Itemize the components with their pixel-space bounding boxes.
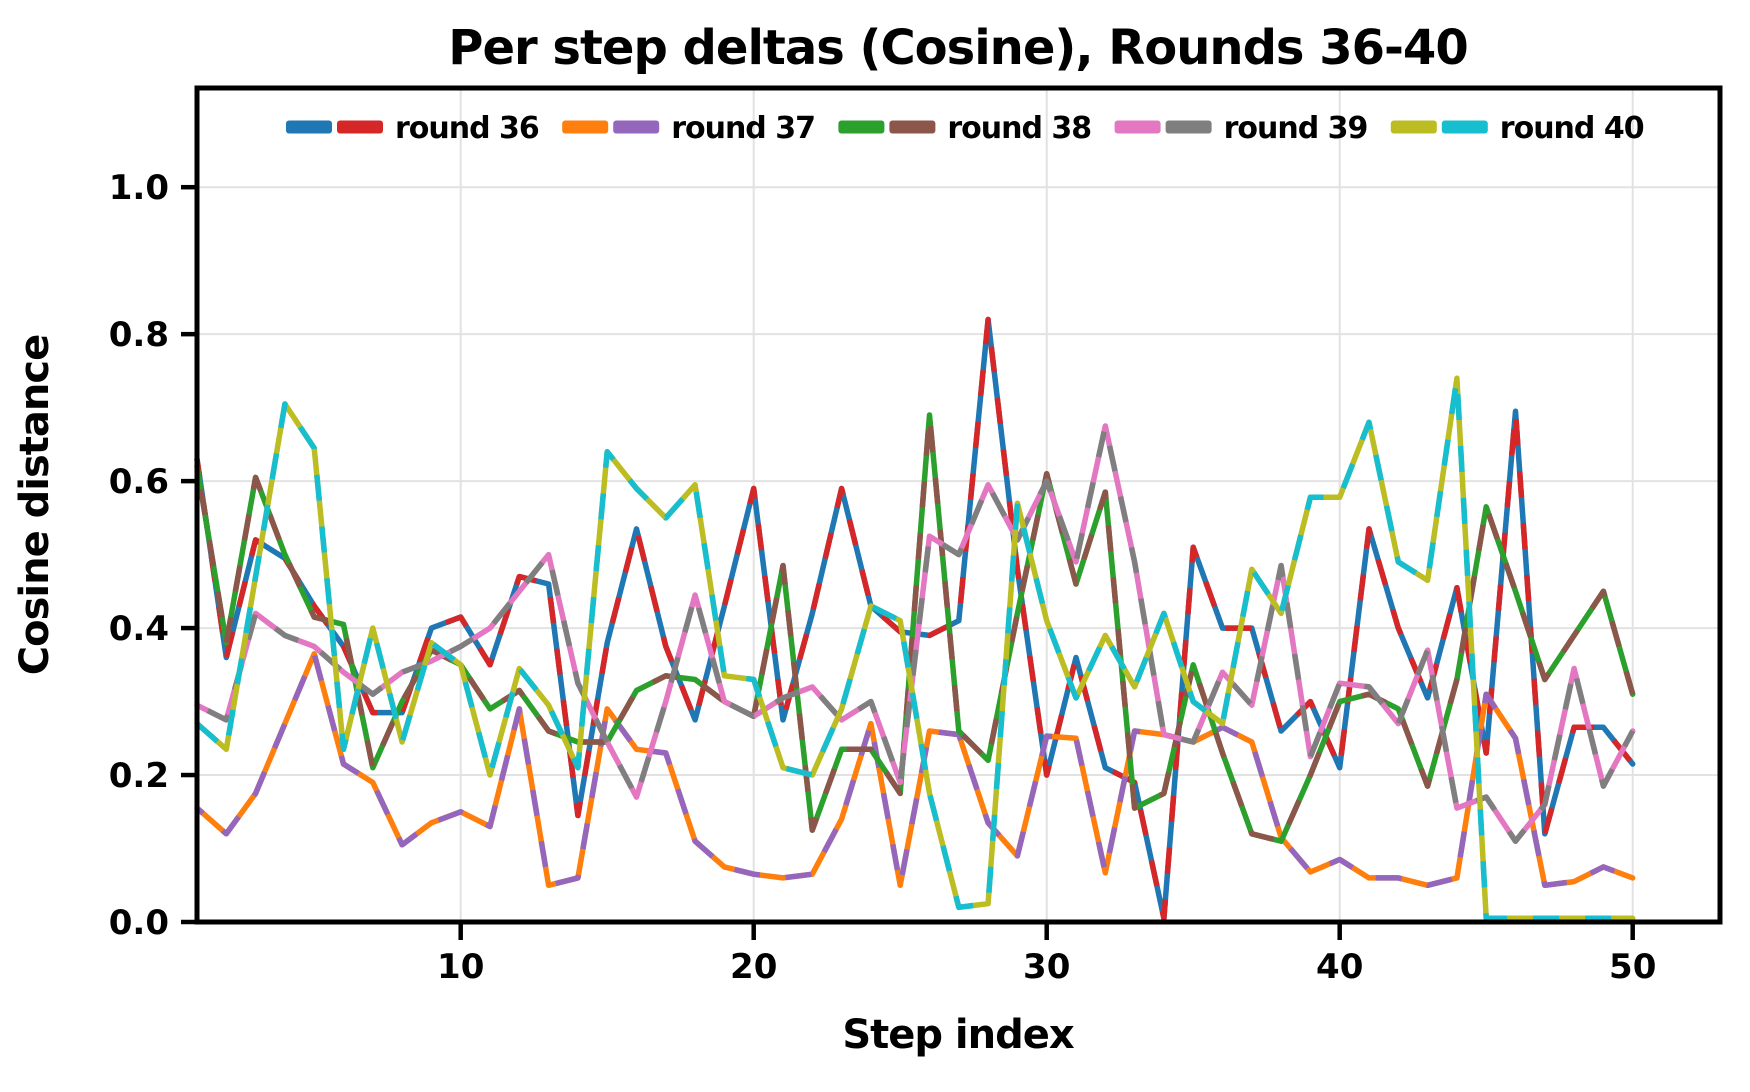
series-line-dash <box>194 316 1635 922</box>
series-round-40 <box>194 375 1636 922</box>
series-line-dash <box>195 423 1636 844</box>
legend-item-round-39: round 39 <box>1114 111 1368 146</box>
legend-item-label: round 38 <box>947 111 1091 146</box>
legend-item-label: round 39 <box>1224 111 1368 146</box>
series-round-38 <box>194 412 1636 844</box>
tick-layer: 0.0 0.2 0.4 0.6 0.8 1.0 10 20 30 40 50 <box>109 168 1657 987</box>
legend-swatch-secondary <box>889 120 936 134</box>
series-line-dash <box>194 412 1636 844</box>
x-tick-label: 30 <box>1023 947 1070 987</box>
legend-swatch-primary <box>1114 120 1161 134</box>
y-tick-label: 1.0 <box>109 168 169 208</box>
y-axis-label: Cosine distance <box>12 335 58 675</box>
legend-item-label: round 40 <box>1500 111 1644 146</box>
x-tick-label: 40 <box>1316 947 1363 987</box>
series-round-37 <box>194 651 1636 889</box>
grid-layer <box>197 88 1720 922</box>
series-line-dash <box>195 375 1633 922</box>
series-layer <box>194 316 1636 922</box>
x-tick-label: 10 <box>437 947 484 987</box>
legend-item-round-40: round 40 <box>1390 111 1645 146</box>
legend-item-round-37: round 37 <box>562 111 816 146</box>
y-tick-label: 0.6 <box>109 462 169 502</box>
legend-swatch-secondary <box>613 120 660 134</box>
y-tick-label: 0.4 <box>109 609 169 649</box>
x-tick-label: 20 <box>730 947 777 987</box>
legend-swatch-secondary <box>1165 120 1212 134</box>
series-line-dash <box>195 651 1634 889</box>
legend-swatch-secondary <box>337 120 383 134</box>
spine-layer <box>194 85 1723 925</box>
legend-item-label: round 36 <box>395 111 539 146</box>
legend-swatch-primary <box>838 120 885 134</box>
y-tick-label: 0.0 <box>109 903 169 943</box>
series-round-39 <box>194 423 1636 844</box>
chart-title: Per step deltas (Cosine), Rounds 36-40 <box>448 20 1467 76</box>
legend-swatch-primary <box>286 120 332 134</box>
legend-item-round-38: round 38 <box>838 111 1092 146</box>
plot-border <box>194 85 1723 925</box>
legend-swatch-secondary <box>1441 120 1488 134</box>
x-axis-label: Step index <box>842 1012 1075 1058</box>
x-tick-label: 50 <box>1609 947 1656 987</box>
legend-item-round-36: round 36 <box>286 111 540 146</box>
legend: round 36 round 37 round 38 round 39 round 40 <box>286 111 1645 146</box>
legend-item-label: round 37 <box>671 111 815 146</box>
y-tick-label: 0.2 <box>109 756 169 796</box>
y-tick-label: 0.8 <box>109 315 169 355</box>
legend-swatch-primary <box>562 120 609 134</box>
legend-swatch-primary <box>1390 120 1437 134</box>
